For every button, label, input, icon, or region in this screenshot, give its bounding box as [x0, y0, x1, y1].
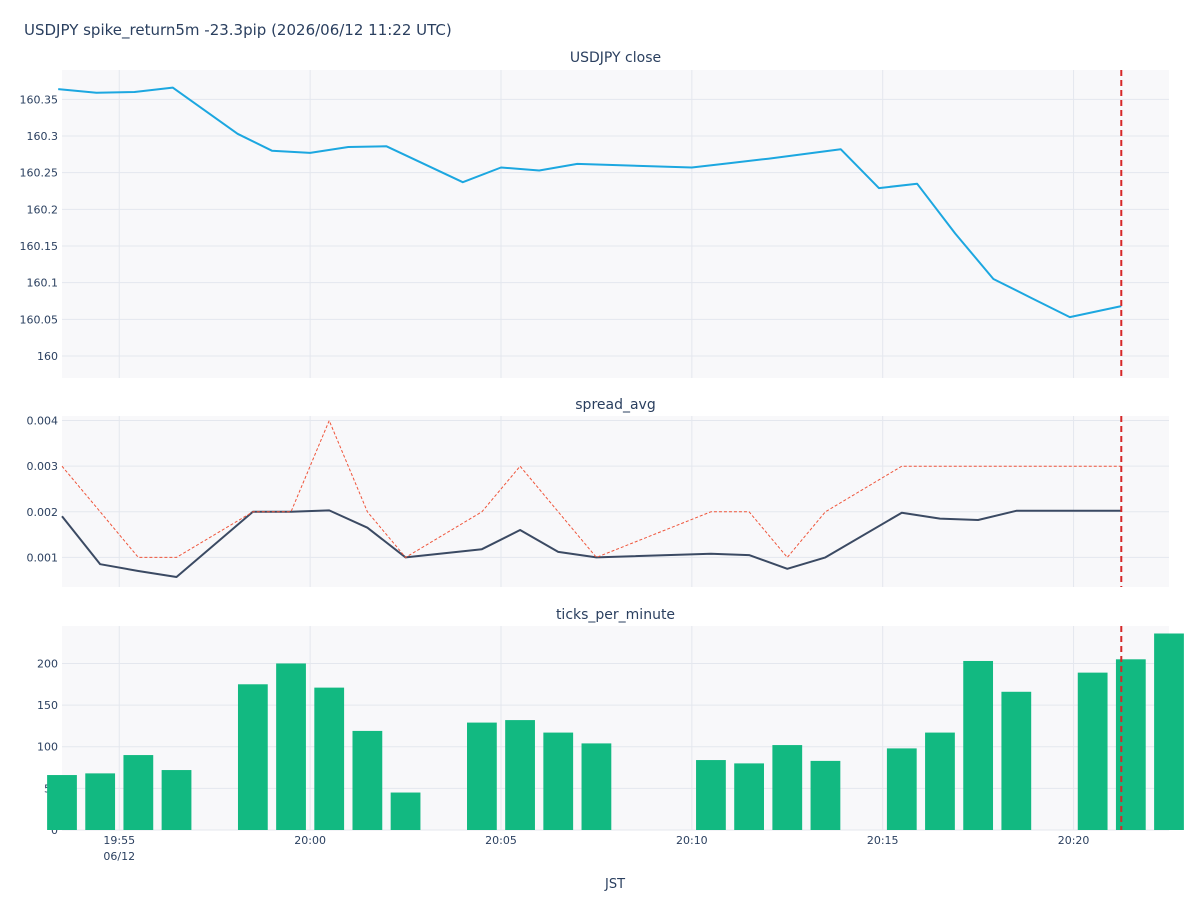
subplot-1: USDJPY close 160 160.05 160.1 160.15 160.2 160… — [20, 50, 1169, 378]
bar — [237, 684, 268, 830]
y-tick-label: 100 — [37, 741, 58, 754]
y-tick-label: 160.35 — [20, 93, 59, 106]
y-tick-label: 0 — [51, 824, 58, 837]
x-tick-label: 20:10 — [676, 834, 708, 847]
y-tick-label: 0.004 — [27, 415, 59, 428]
bar — [390, 792, 421, 830]
bar — [161, 770, 192, 830]
bar — [772, 745, 803, 830]
series-line-1 — [58, 86, 1122, 319]
bar — [47, 775, 77, 830]
bar — [1077, 672, 1108, 830]
bar — [925, 732, 955, 830]
bar — [696, 760, 726, 830]
bar — [734, 763, 764, 830]
bar — [1115, 659, 1146, 830]
bar — [467, 722, 497, 830]
x-tick-label: 20:00 — [294, 834, 326, 847]
y-tick-label: 160 — [37, 350, 58, 363]
bar — [123, 755, 154, 830]
y-tick-label: 150 — [37, 699, 58, 712]
bar — [581, 743, 612, 830]
plot-background — [62, 70, 1169, 378]
bar — [1154, 633, 1184, 830]
figure-title: USDJPY spike_return5m -23.3pip (2026/06/… — [24, 21, 452, 40]
bar — [543, 732, 574, 830]
y-tick-label: 160.05 — [20, 313, 59, 326]
bar — [810, 760, 841, 830]
y-tick-label: 160.1 — [27, 277, 59, 290]
subplot-title: ticks_per_minute — [556, 607, 675, 623]
bar — [85, 773, 116, 830]
bar — [1001, 691, 1032, 830]
series-line-2 — [61, 420, 1122, 558]
x-tick-label: 20:20 — [1058, 834, 1090, 847]
y-tick-label: 0.003 — [27, 460, 59, 473]
bar — [352, 730, 383, 830]
bar — [963, 660, 994, 830]
subplot-2: spread_avg 0.001 0.002 0.003 0.004 — [27, 397, 1169, 587]
bar — [505, 720, 535, 830]
x-tick-label: 20:05 — [485, 834, 517, 847]
y-tick-label: 200 — [37, 657, 58, 670]
plot-background — [62, 416, 1169, 587]
subplot-3: ticks_per_minute050100150200 — [37, 607, 1184, 837]
x-axis-title: JST — [604, 877, 625, 892]
bar — [314, 687, 345, 830]
x-tick-label: 20:15 — [867, 834, 899, 847]
y-tick-label: 160.15 — [20, 240, 59, 253]
subplot-title: USDJPY close — [570, 50, 661, 66]
x-tick-sublabel: 06/12 — [103, 850, 135, 863]
bar — [276, 663, 306, 830]
bar — [886, 748, 917, 830]
y-tick-label: 160.3 — [27, 130, 59, 143]
x-tick-label: 19:55 — [103, 834, 135, 847]
y-tick-label: 0.001 — [27, 551, 59, 564]
y-tick-label: 0.002 — [27, 506, 59, 519]
y-tick-label: 160.25 — [20, 167, 59, 180]
series-line-1 — [61, 509, 1122, 578]
subplot-title: spread_avg — [575, 397, 655, 413]
y-tick-label: 160.2 — [27, 203, 59, 216]
